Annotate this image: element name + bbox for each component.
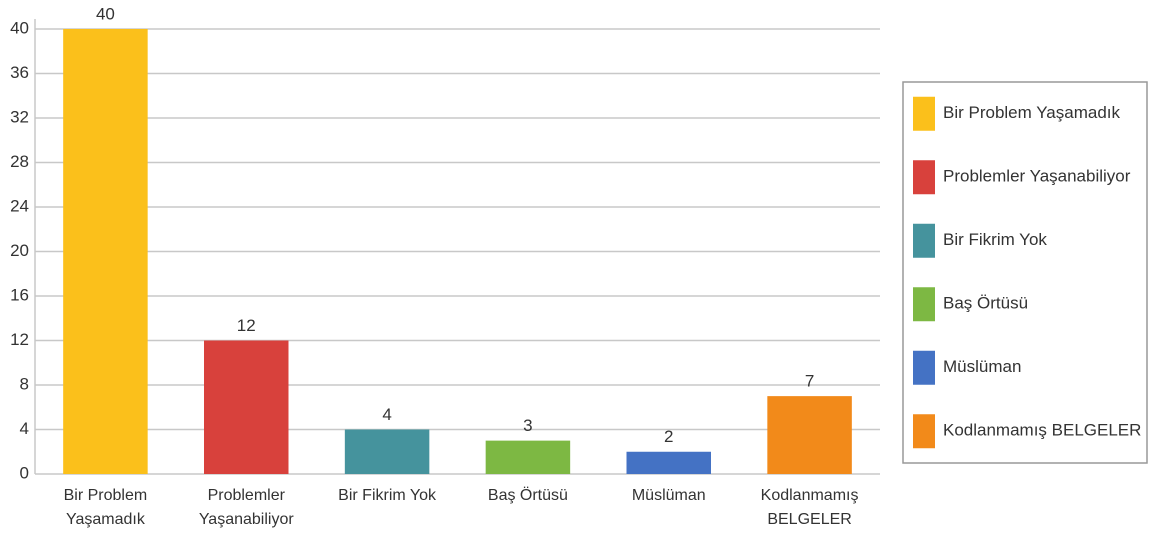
y-tick-label: 40 xyxy=(10,18,29,37)
legend-label: Kodlanmamış BELGELER xyxy=(943,421,1141,440)
legend-label: Problemler Yaşanabiliyor xyxy=(943,167,1131,186)
x-tick-label: Kodlanmamış BELGELER xyxy=(760,487,859,528)
y-tick-label: 24 xyxy=(10,196,29,215)
bar xyxy=(63,29,148,474)
y-tick-label: 8 xyxy=(20,374,29,393)
value-label: 7 xyxy=(805,372,814,391)
legend-label: Bir Problem Yaşamadık xyxy=(943,103,1120,122)
legend-swatch xyxy=(913,96,935,131)
value-label: 40 xyxy=(96,4,115,23)
value-label: 2 xyxy=(664,427,673,446)
legend-swatch xyxy=(913,160,935,195)
legend-swatch xyxy=(913,350,935,385)
y-tick-label: 12 xyxy=(10,330,29,349)
value-label: 3 xyxy=(523,416,532,435)
legend-swatch xyxy=(913,223,935,258)
y-tick-label: 4 xyxy=(20,419,29,438)
x-tick-label: Problemler Yaşanabiliyor xyxy=(198,487,294,528)
legend-label: Baş Örtüsü xyxy=(943,294,1028,313)
legend-label: Müslüman xyxy=(943,357,1021,376)
x-tick-label: Müslüman xyxy=(631,487,706,504)
legend-label: Bir Fikrim Yok xyxy=(943,230,1047,249)
y-tick-label: 16 xyxy=(10,285,29,304)
bar xyxy=(485,440,571,474)
bar xyxy=(204,340,289,474)
legend-swatch xyxy=(913,287,935,322)
y-tick-label: 20 xyxy=(10,241,29,260)
y-tick-label: 32 xyxy=(10,107,29,126)
bar xyxy=(767,396,852,474)
legend-box xyxy=(902,81,1148,464)
x-tick-label: Baş Örtüsü xyxy=(487,487,568,504)
value-label: 12 xyxy=(237,316,256,335)
bar xyxy=(344,429,430,474)
x-tick-label: Bir Fikrim Yok xyxy=(338,487,436,504)
y-tick-label: 0 xyxy=(20,463,29,482)
value-label: 4 xyxy=(382,405,391,424)
x-tick-label: Bir Problem Yaşamadık xyxy=(63,487,148,528)
y-tick-label: 28 xyxy=(10,152,29,171)
bar xyxy=(626,451,711,474)
legend-swatch xyxy=(913,414,935,449)
y-tick-label: 36 xyxy=(10,63,29,82)
